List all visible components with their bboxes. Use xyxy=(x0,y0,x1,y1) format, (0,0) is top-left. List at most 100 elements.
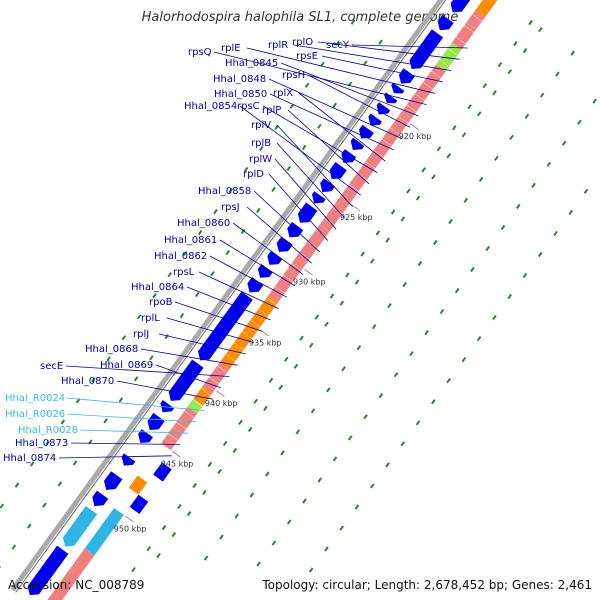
feature-segment xyxy=(128,475,148,495)
guide-dot xyxy=(310,408,316,414)
guide-dot xyxy=(528,19,533,26)
guide-dot xyxy=(492,90,497,96)
feature-segment xyxy=(47,548,95,600)
guide-dot xyxy=(417,260,423,267)
guide-dot xyxy=(332,456,338,462)
feature-segment xyxy=(255,295,278,321)
guide-dot xyxy=(156,553,161,559)
gene-leader-line xyxy=(65,365,230,377)
guide-dot xyxy=(171,531,177,538)
guide-dot xyxy=(149,355,154,361)
gene-leader-line xyxy=(253,190,320,253)
segment-separator xyxy=(373,149,384,158)
gene-label: rplB xyxy=(251,138,271,149)
feature-segment xyxy=(466,10,485,30)
segment-separator xyxy=(167,433,178,441)
feature-segment xyxy=(451,22,477,50)
guide-dot xyxy=(539,92,545,98)
gene-label: Hhal_0860 xyxy=(177,218,230,229)
guide-dot xyxy=(393,372,399,378)
guide-dot xyxy=(431,399,436,405)
guide-dot xyxy=(271,540,277,546)
gene-leader-line xyxy=(280,62,419,117)
guide-dot xyxy=(238,419,243,425)
guide-dot xyxy=(583,188,589,194)
gene-leader-line xyxy=(198,271,279,309)
gene-leader-line xyxy=(276,142,345,219)
guide-dot xyxy=(339,300,345,306)
cds-arrow xyxy=(359,124,374,139)
cds-arrow xyxy=(247,277,264,293)
guide-dot xyxy=(345,272,350,278)
guide-dot xyxy=(256,561,261,567)
guide-dot xyxy=(500,224,506,230)
guide-dot xyxy=(497,62,503,68)
guide-dot xyxy=(91,377,96,383)
gene-leader-line xyxy=(155,364,222,389)
kbp-tick-mark xyxy=(304,269,313,276)
gene-leader-line xyxy=(268,173,329,241)
gene-label: Hhal_R0028 xyxy=(18,425,78,436)
guide-dot xyxy=(476,336,482,342)
segment-separator xyxy=(365,161,376,169)
cds-arrow xyxy=(437,14,454,31)
guide-dot xyxy=(451,125,457,131)
guide-dot xyxy=(378,393,384,399)
guide-dot xyxy=(121,335,127,341)
gene-leader-line xyxy=(246,47,435,94)
guide-dot xyxy=(568,209,574,215)
gene-label: rplE xyxy=(221,43,241,54)
guide-dot xyxy=(243,166,249,173)
gene-label: secY xyxy=(326,40,350,51)
segment-separator xyxy=(472,14,483,22)
cds-arrow xyxy=(267,251,283,265)
gene-leader-line xyxy=(66,397,205,411)
gene-label: Hhal_0848 xyxy=(213,74,266,85)
guide-dot xyxy=(213,208,218,215)
feature-segment xyxy=(436,42,462,72)
guide-dot xyxy=(283,356,289,362)
gene-leader-line xyxy=(232,222,304,275)
kbp-tick-label: 930 kbp xyxy=(293,278,326,287)
guide-dot xyxy=(356,345,362,351)
gene-leader-line xyxy=(317,41,460,60)
guide-dot xyxy=(295,429,301,435)
feature-segment xyxy=(401,64,446,119)
guide-dot xyxy=(454,287,460,294)
segment-separator xyxy=(447,48,458,56)
gene-label: rplV xyxy=(251,120,271,131)
cds-arrow xyxy=(368,113,382,126)
guide-dot xyxy=(492,314,497,321)
gene-label: Hhal_0845 xyxy=(225,58,278,69)
feature-segment xyxy=(268,269,298,303)
guide-dot xyxy=(461,357,467,363)
backbone-line xyxy=(10,0,444,592)
guide-dot xyxy=(350,19,356,25)
kbp-tick-label: 925 kbp xyxy=(340,213,373,222)
guide-dot xyxy=(363,414,368,420)
guide-dot xyxy=(268,377,274,383)
guide-dot xyxy=(278,384,284,390)
guide-dot xyxy=(494,155,499,161)
accession-text: Accession: NC_008789 xyxy=(8,578,145,592)
cds-arrow xyxy=(147,412,165,430)
guide-dot xyxy=(415,195,421,201)
segment-separator xyxy=(233,342,244,351)
feature-segment xyxy=(219,313,265,370)
segment-separator xyxy=(184,410,195,419)
cds-arrow xyxy=(104,471,123,490)
guide-dot xyxy=(263,405,268,411)
guide-dot xyxy=(561,140,567,146)
backbone-edge xyxy=(15,0,447,593)
kbp-tick-mark xyxy=(351,204,360,211)
guide-dot xyxy=(362,60,368,66)
guide-dot xyxy=(60,419,66,425)
cds-arrow xyxy=(409,29,444,69)
topology-text: Topology: circular; Length: 2,678,452 bp… xyxy=(262,578,592,592)
segment-separator xyxy=(455,36,466,45)
guide-dot xyxy=(555,71,560,77)
segment-separator xyxy=(250,319,261,328)
guide-dot xyxy=(179,313,185,319)
guide-dot xyxy=(354,279,360,285)
